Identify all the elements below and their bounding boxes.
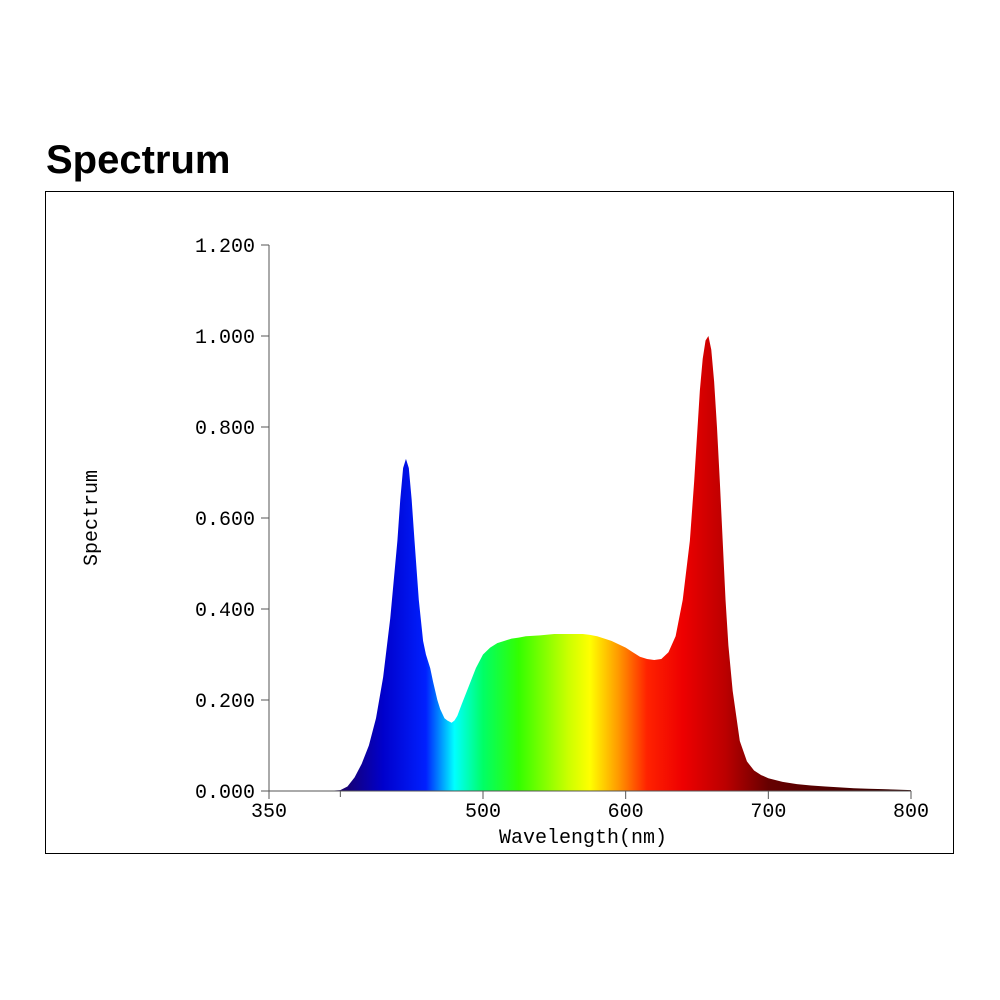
x-tick-label: 500 xyxy=(465,801,501,824)
x-axis-title: Wavelength(nm) xyxy=(499,827,667,850)
y-tick-label: 0.400 xyxy=(195,600,255,623)
x-tick-label: 800 xyxy=(893,801,929,824)
x-tick-label: 700 xyxy=(750,801,786,824)
y-tick-label: 0.600 xyxy=(195,509,255,532)
y-tick-label: 1.000 xyxy=(195,327,255,350)
spectrum-chart: 0.000 0.200 0.400 0.600 0.800 1.000 1.200 350 50… xyxy=(81,236,929,850)
y-tick-label: 0.000 xyxy=(195,782,255,805)
spectrum-area-series-0 xyxy=(269,336,911,791)
y-axis-title: Spectrum xyxy=(81,470,104,566)
x-tick-label: 600 xyxy=(608,801,644,824)
y-tick-label: 0.200 xyxy=(195,691,255,714)
y-tick-label: 1.200 xyxy=(195,236,255,259)
chart-frame: 0.000 0.200 0.400 0.600 0.800 1.000 1.200 350 50… xyxy=(45,191,954,854)
page-title: Spectrum xyxy=(46,138,231,182)
y-tick-label: 0.800 xyxy=(195,418,255,441)
x-tick-label: 350 xyxy=(251,801,287,824)
